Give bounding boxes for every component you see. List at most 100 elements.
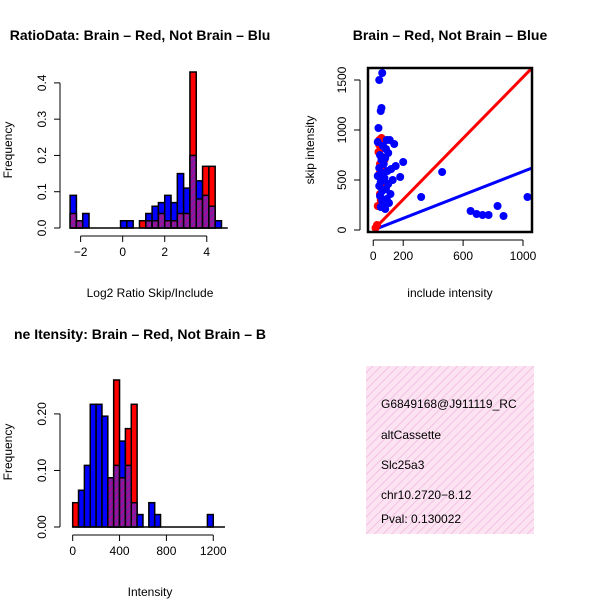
intensity-histogram-bar-not-brain <box>89 403 97 528</box>
scatter-y-tick-label: 1500 <box>335 66 349 93</box>
ratio-histogram-bar-overlap <box>157 212 166 229</box>
intensity-histogram-bar-not-brain <box>206 513 215 528</box>
intensity-histogram-axes: 0.00 0.10 0.20 0 400 800 1200 <box>35 402 227 558</box>
genomic-location: chr10.2720−8.12 <box>381 488 472 502</box>
scatter-blue-line <box>372 166 532 232</box>
ratio-histogram: RatioData: Brain – Red, Not Brain – Blu … <box>1 27 270 300</box>
ratio-histogram-bar-overlap <box>145 219 153 229</box>
scatter-point-not-brain <box>399 158 408 166</box>
ratio-histogram-ylabel: Frequency <box>1 122 15 179</box>
scatter-point-not-brain <box>499 212 508 220</box>
ratio-histogram-bar-overlap <box>201 194 210 229</box>
probe-id: G6849168@J911119_RC <box>381 397 517 411</box>
intensity-histogram-x-tick-label: 0 <box>69 544 76 558</box>
scatter-point-not-brain <box>381 205 390 213</box>
info-panel-background <box>366 366 534 534</box>
intensity-histogram-bar-not-brain <box>101 415 109 528</box>
ratio-histogram-bar-overlap <box>69 212 78 229</box>
intensity-histogram-x-tick-label: 1200 <box>200 544 227 558</box>
scatter-x-tick-label: 600 <box>453 249 473 263</box>
ratio-histogram-bar-overlap <box>195 198 204 229</box>
intensity-histogram-bar-not-brain <box>136 513 144 528</box>
intensity-histogram-bar-not-brain <box>77 489 86 528</box>
scatter-point-not-brain <box>438 168 447 176</box>
ratio-histogram-bar-overlap <box>75 219 84 229</box>
intensity-histogram-ylabel: Frequency <box>1 424 15 481</box>
ratio-histogram-bar-not-brain <box>81 212 90 229</box>
gene-name: Slc25a3 <box>381 458 425 472</box>
ratio-histogram-bar-overlap <box>182 212 191 229</box>
scatter-axes: 0 500 1000 1500 0 200 600 1000 <box>335 66 537 263</box>
scatter-point-not-brain <box>484 211 493 219</box>
intensity-histogram-x-tick-label: 800 <box>156 544 176 558</box>
scatter-point-not-brain <box>378 69 387 77</box>
ratio-histogram-bar-not-brain <box>214 219 223 229</box>
scatter-y-tick-label: 500 <box>335 170 349 190</box>
scatter-point-not-brain <box>478 211 487 219</box>
intensity-histogram-bar-not-brain <box>148 501 156 528</box>
ratio-histogram-title: RatioData: Brain – Red, Not Brain – Blu <box>10 27 271 43</box>
scatter-red-line <box>372 68 532 232</box>
intensity-histogram-title: ne Itensity: Brain – Red, Not Brain – B <box>14 326 266 342</box>
ratio-histogram-bar-not-brain <box>119 219 128 229</box>
scatter-plot-box <box>366 66 534 234</box>
intensity-histogram-bar-not-brain <box>83 464 92 528</box>
intensity-histogram-bar-overlap <box>124 464 133 528</box>
intensity-histogram-bar-overlap <box>112 464 121 528</box>
scatter-x-tick-label: 0 <box>370 249 377 263</box>
ratio-histogram-xlabel: Log2 Ratio Skip/Include <box>87 286 214 300</box>
scatter-point-not-brain <box>417 193 426 201</box>
intensity-histogram-bar-overlap <box>107 477 115 528</box>
scatter-point-not-brain <box>373 172 382 180</box>
ratio-histogram-bar-overlap <box>176 212 185 229</box>
intensity-histogram-bars <box>71 379 225 528</box>
scatter-point-not-brain <box>376 107 385 115</box>
intensity-histogram-bar-not-brain <box>95 403 103 528</box>
intensity-scatter: Brain – Red, Not Brain – Blue 0 500 1000 15… <box>303 27 547 300</box>
intensity-histogram-y-tick-label: 0.20 <box>35 402 49 426</box>
ratio-histogram-axes: 0.0 0.1 0.2 0.3 0.4 −2 0 2 4 <box>35 74 210 259</box>
ratio-histogram-y-tick-label: 0.4 <box>35 74 49 91</box>
scatter-lines <box>372 68 532 232</box>
info-panel: G6849168@J911119_RC altCassette Slc25a3 … <box>366 366 534 534</box>
intensity-histogram-y-tick-label: 0.10 <box>35 458 49 482</box>
scatter-point-not-brain <box>375 76 384 84</box>
ratio-histogram-bar-overlap <box>208 205 216 229</box>
scatter-x-tick-label: 200 <box>393 249 413 263</box>
ratio-histogram-bar-overlap <box>189 154 198 229</box>
ratio-histogram-bar-overlap <box>163 219 172 229</box>
intensity-histogram-xlabel: Intensity <box>128 585 173 599</box>
ratio-histogram-x-tick-label: 2 <box>161 245 168 259</box>
ratio-histogram-x-tick-label: −2 <box>74 245 88 259</box>
intensity-histogram: ne Itensity: Brain – Red, Not Brain – B … <box>1 326 266 599</box>
scatter-point-brain <box>371 224 380 232</box>
scatter-y-tick-label: 0 <box>335 226 349 233</box>
scatter-point-not-brain <box>523 193 532 201</box>
ratio-histogram-y-tick-label: 0.1 <box>35 183 49 200</box>
scatter-y-tick-label: 1000 <box>335 116 349 143</box>
intensity-histogram-y-tick-label: 0.00 <box>35 515 49 539</box>
scatter-point-not-brain <box>396 173 405 181</box>
ratio-histogram-x-tick-label: 4 <box>203 245 210 259</box>
intensity-histogram-bar-overlap <box>118 477 127 528</box>
ratio-histogram-y-tick-label: 0.2 <box>35 147 49 164</box>
ratio-histogram-bar-not-brain <box>126 219 134 229</box>
scatter-points <box>371 69 532 232</box>
scatter-x-tick-label: 1000 <box>510 249 537 263</box>
intensity-histogram-x-tick-label: 400 <box>110 544 130 558</box>
intensity-histogram-bar-brain <box>71 501 80 528</box>
event-type: altCassette <box>381 428 441 442</box>
ratio-histogram-bar-overlap <box>151 219 160 229</box>
scatter-point-not-brain <box>390 140 399 148</box>
scatter-point-not-brain <box>374 124 383 132</box>
pval-text: Pval: 0.130022 <box>381 512 461 526</box>
ratio-histogram-y-tick-label: 0.3 <box>35 110 49 127</box>
ratio-histogram-y-tick-label: 0.0 <box>35 219 49 236</box>
ratio-histogram-bar-overlap <box>170 219 179 229</box>
scatter-ylabel: skip intensity <box>303 116 317 185</box>
scatter-point-not-brain <box>472 210 481 218</box>
scatter-xlabel: include intensity <box>407 286 492 300</box>
scatter-point-not-brain <box>493 202 502 210</box>
ratio-histogram-bars <box>69 71 228 229</box>
